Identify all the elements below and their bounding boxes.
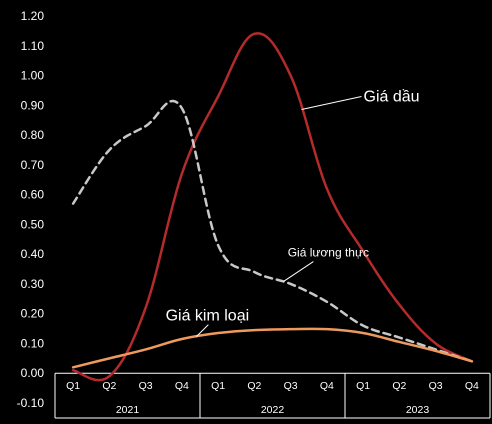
y-tick-label: 1.00 <box>21 69 45 83</box>
x-tick-label: Q2 <box>392 380 406 392</box>
year-label: 2021 <box>116 404 140 416</box>
y-tick-label: 0.90 <box>21 98 45 112</box>
series-line-3 <box>71 327 474 369</box>
y-tick-label: 0.70 <box>21 158 45 172</box>
y-axis-ticks: -0.10 0.00 0.10 0.20 0.30 0.40 0.50 0.60 0.70 0.8… <box>17 9 45 410</box>
y-tick-label: -0.10 <box>17 396 45 410</box>
annotation-label: Giá lương thực <box>288 246 369 260</box>
x-tick-label: Q4 <box>175 380 189 392</box>
y-tick-label: 0.20 <box>21 307 45 321</box>
annotation-label: Giá dầu <box>364 88 420 105</box>
year-label: 2023 <box>406 404 430 416</box>
x-tick-label: Q2 <box>102 380 116 392</box>
x-tick-label: Q3 <box>429 380 443 392</box>
annotation-leader <box>196 324 209 337</box>
x-tick-label: Q3 <box>139 380 153 392</box>
series-lines <box>71 32 474 382</box>
year-label: 2022 <box>261 404 285 416</box>
series-annotations: Giá dầu Giá lương thực Giá kim loại <box>166 88 420 337</box>
y-tick-label: 0.60 <box>21 188 45 202</box>
annotation-label: Giá kim loại <box>166 308 250 325</box>
y-tick-label: 0.40 <box>21 247 45 261</box>
y-tick-label: 0.10 <box>21 336 45 350</box>
y-tick-label: 0.30 <box>21 277 45 291</box>
y-tick-label: 1.20 <box>21 9 45 23</box>
x-axis: Q1 Q2 Q3 Q4 Q1 Q2 Q3 Q4 Q1 Q2 Q3 Q4 2021 2022 2023 <box>54 373 491 419</box>
y-tick-label: 0.00 <box>21 366 45 380</box>
annotation-leader <box>301 95 362 110</box>
x-tick-label: Q2 <box>247 380 261 392</box>
x-tick-label: Q1 <box>211 380 225 392</box>
x-tick-label: Q3 <box>284 380 298 392</box>
x-tick-label: Q4 <box>320 380 334 392</box>
x-tick-label: Q4 <box>465 380 479 392</box>
series-line-2 <box>71 99 474 363</box>
annotation-leader <box>283 261 314 282</box>
x-tick-label: Q1 <box>356 380 370 392</box>
series-line-1 <box>71 32 474 382</box>
y-tick-label: 0.80 <box>21 128 45 142</box>
x-tick-label: Q1 <box>66 380 80 392</box>
y-tick-label: 1.10 <box>21 39 45 53</box>
y-tick-label: 0.50 <box>21 217 45 231</box>
